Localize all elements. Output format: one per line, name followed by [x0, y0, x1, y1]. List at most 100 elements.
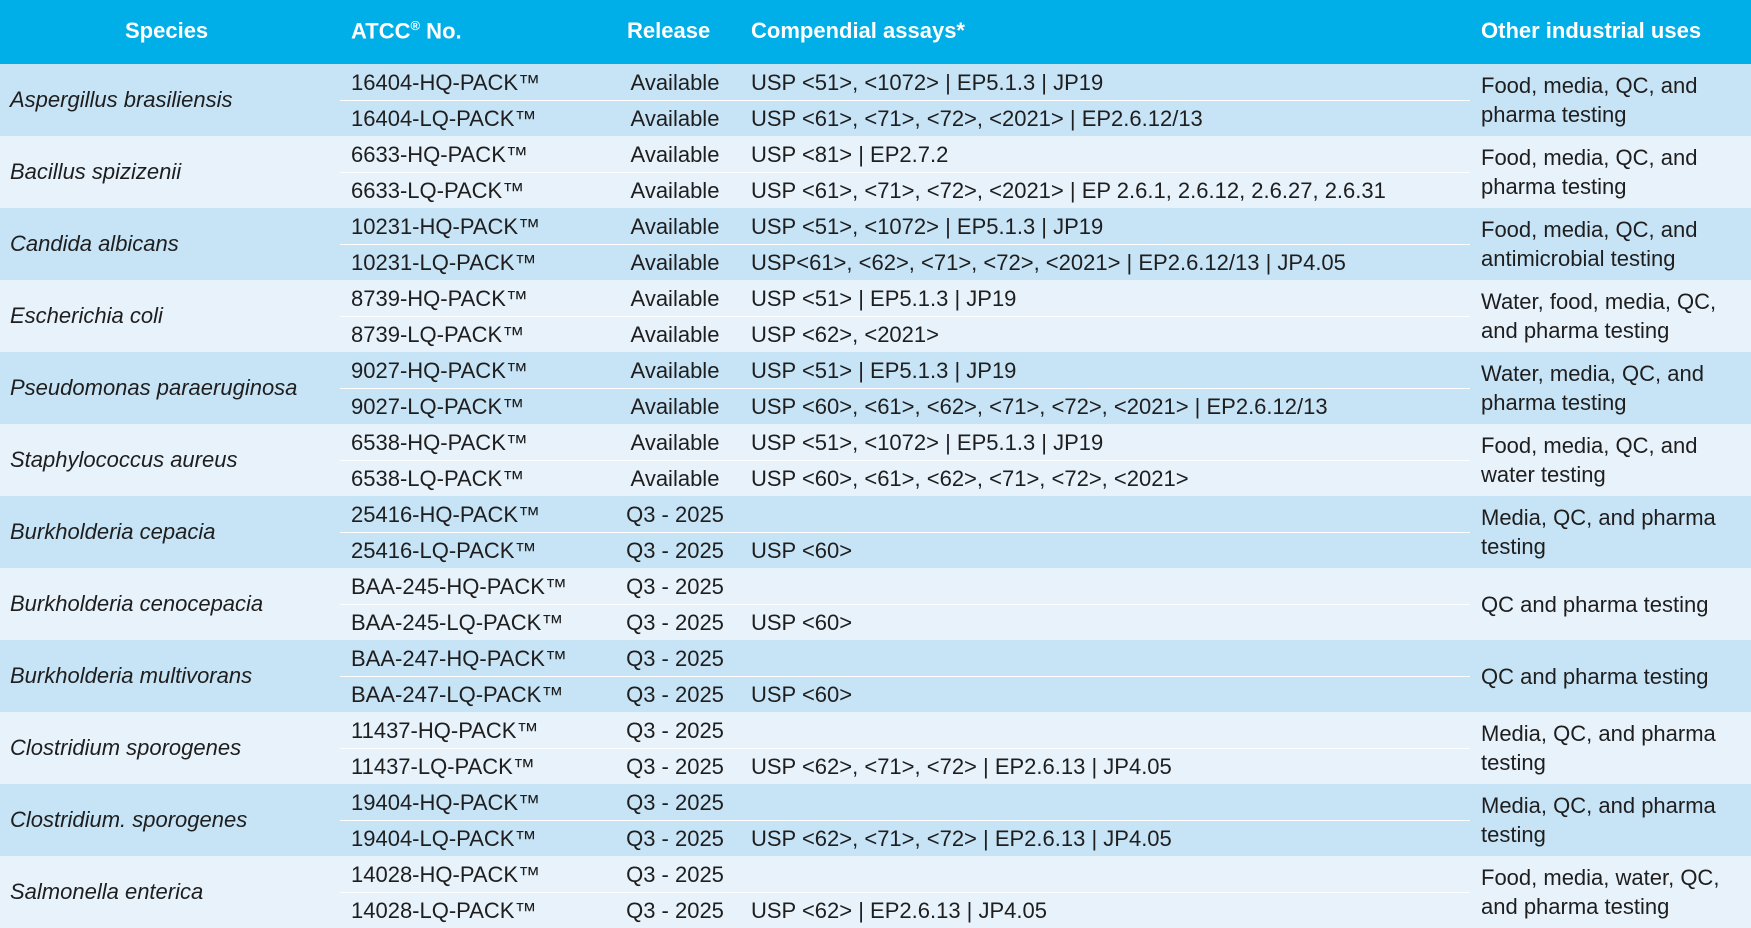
species-group: Bacillus spizizenii 6633-HQ-PACK™ Availa…	[0, 136, 1751, 208]
release-status: Q3 - 2025	[626, 754, 724, 779]
release-status: Q3 - 2025	[626, 538, 724, 563]
other-uses-text: Water, media, QC, and pharma testing	[1481, 361, 1704, 415]
table-row: 6633-LQ-PACK™ Available USP <61>, <71>, …	[340, 172, 1470, 208]
header-species: Species	[125, 18, 209, 43]
atcc-number: 11437-HQ-PACK™	[351, 718, 539, 743]
atcc-number: 10231-LQ-PACK™	[351, 250, 537, 275]
table-body: Aspergillus brasiliensis 16404-HQ-PACK™ …	[0, 64, 1751, 928]
species-name: Clostridium. sporogenes	[10, 807, 248, 832]
atcc-number: 11437-LQ-PACK™	[351, 754, 535, 779]
release-status: Q3 - 2025	[626, 898, 724, 923]
release-status: Available	[630, 286, 720, 311]
atcc-number: 6633-HQ-PACK™	[351, 142, 528, 167]
other-uses-text: QC and pharma testing	[1481, 663, 1709, 689]
compendial-assays: USP <61>, <71>, <72>, <2021> | EP 2.6.1,…	[751, 178, 1386, 203]
release-status: Available	[630, 322, 720, 347]
species-group: Clostridium. sporogenes 19404-HQ-PACK™ Q…	[0, 784, 1751, 856]
table-row: BAA-247-LQ-PACK™ Q3 - 2025 USP <60>	[340, 676, 1470, 712]
table-row: 6538-HQ-PACK™ Available USP <51>, <1072>…	[340, 424, 1470, 461]
compendial-assays: USP <60>, <61>, <62>, <71>, <72>, <2021>	[751, 466, 1189, 491]
species-group: Candida albicans 10231-HQ-PACK™ Availabl…	[0, 208, 1751, 280]
species-name: Burkholderia cenocepacia	[10, 591, 264, 616]
species-group: Clostridium sporogenes 11437-HQ-PACK™ Q3…	[0, 712, 1751, 784]
compendial-assays: USP <62>, <71>, <72> | EP2.6.13 | JP4.05	[751, 826, 1172, 851]
atcc-number: 25416-HQ-PACK™	[351, 502, 541, 527]
release-status: Q3 - 2025	[626, 718, 724, 743]
release-status: Available	[630, 214, 720, 239]
table-row: 16404-LQ-PACK™ Available USP <61>, <71>,…	[340, 100, 1470, 136]
other-uses: Water, media, QC, and pharma testing	[1481, 352, 1746, 424]
other-uses-text: Food, media, QC, and water testing	[1481, 433, 1698, 487]
species-name: Candida albicans	[10, 231, 179, 256]
header-atcc: ATCC® No.	[351, 18, 462, 44]
species-name: Aspergillus brasiliensis	[10, 87, 233, 112]
atcc-number: BAA-247-HQ-PACK™	[351, 646, 567, 671]
compendial-assays: USP <51> | EP5.1.3 | JP19	[751, 286, 1017, 311]
table-row: 11437-LQ-PACK™ Q3 - 2025 USP <62>, <71>,…	[340, 748, 1470, 784]
registered-mark: ®	[410, 18, 421, 33]
release-status: Q3 - 2025	[626, 826, 724, 851]
atcc-number: 19404-LQ-PACK™	[351, 826, 537, 851]
release-status: Available	[630, 142, 720, 167]
compendial-assays: USP <61>, <71>, <72>, <2021> | EP2.6.12/…	[751, 106, 1203, 131]
table-row: BAA-245-LQ-PACK™ Q3 - 2025 USP <60>	[340, 604, 1470, 640]
species-name: Salmonella enterica	[10, 879, 204, 904]
species-group: Salmonella enterica 14028-HQ-PACK™ Q3 - …	[0, 856, 1751, 928]
compendial-assays: USP <81> | EP2.7.2	[751, 142, 949, 167]
atcc-number: BAA-245-HQ-PACK™	[351, 574, 567, 599]
compendial-assays: USP <51>, <1072> | EP5.1.3 | JP19	[751, 214, 1104, 239]
atcc-number: 16404-HQ-PACK™	[351, 70, 541, 95]
atcc-number: 6538-LQ-PACK™	[351, 466, 525, 491]
atcc-number: 10231-HQ-PACK™	[351, 214, 541, 239]
header-other-uses: Other industrial uses	[1481, 18, 1702, 43]
atcc-number: 9027-LQ-PACK™	[351, 394, 525, 419]
release-status: Available	[630, 358, 720, 383]
release-status: Available	[630, 106, 720, 131]
header-atcc-label: ATCC	[351, 18, 411, 44]
release-status: Available	[630, 178, 720, 203]
other-uses-text: Water, food, media, QC, and pharma testi…	[1481, 289, 1717, 343]
atcc-number: BAA-245-LQ-PACK™	[351, 610, 564, 635]
header-atcc-suffix: No.	[420, 18, 462, 44]
table-row: 11437-HQ-PACK™ Q3 - 2025	[340, 712, 1470, 749]
table-row: BAA-245-HQ-PACK™ Q3 - 2025	[340, 568, 1470, 605]
table-row: 14028-HQ-PACK™ Q3 - 2025	[340, 856, 1470, 893]
atcc-number: 9027-HQ-PACK™	[351, 358, 528, 383]
other-uses: Water, food, media, QC, and pharma testi…	[1481, 280, 1746, 352]
species-name: Escherichia coli	[10, 303, 163, 328]
table-row: BAA-247-HQ-PACK™ Q3 - 2025	[340, 640, 1470, 677]
other-uses: Media, QC, and pharma testing	[1481, 496, 1746, 568]
table-row: 8739-HQ-PACK™ Available USP <51> | EP5.1…	[340, 280, 1470, 317]
atcc-number: 6633-LQ-PACK™	[351, 178, 525, 203]
compendial-assays: USP <51>, <1072> | EP5.1.3 | JP19	[751, 70, 1104, 95]
other-uses: Food, media, QC, and water testing	[1481, 424, 1746, 496]
table-row: 14028-LQ-PACK™ Q3 - 2025 USP <62> | EP2.…	[340, 892, 1470, 928]
release-status: Available	[630, 466, 720, 491]
other-uses: Food, media, QC, and antimicrobial testi…	[1481, 208, 1746, 280]
other-uses: Media, QC, and pharma testing	[1481, 784, 1746, 856]
release-status: Q3 - 2025	[626, 502, 724, 527]
other-uses-text: Food, media, QC, and antimicrobial testi…	[1481, 217, 1698, 271]
species-group: Escherichia coli 8739-HQ-PACK™ Available…	[0, 280, 1751, 352]
release-status: Q3 - 2025	[626, 574, 724, 599]
table-row: 9027-LQ-PACK™ Available USP <60>, <61>, …	[340, 388, 1470, 424]
atcc-number: 8739-HQ-PACK™	[351, 286, 528, 311]
release-status: Available	[630, 394, 720, 419]
table-row: 10231-HQ-PACK™ Available USP <51>, <1072…	[340, 208, 1470, 245]
species-group: Staphylococcus aureus 6538-HQ-PACK™ Avai…	[0, 424, 1751, 496]
other-uses: Food, media, QC, and pharma testing	[1481, 64, 1746, 136]
compendial-assays: USP <51> | EP5.1.3 | JP19	[751, 358, 1017, 383]
header-compendial: Compendial assays*	[751, 18, 965, 43]
species-name: Bacillus spizizenii	[10, 159, 182, 184]
release-status: Available	[630, 250, 720, 275]
atcc-number: BAA-247-LQ-PACK™	[351, 682, 564, 707]
other-uses-text: Media, QC, and pharma testing	[1481, 505, 1716, 559]
release-status: Q3 - 2025	[626, 682, 724, 707]
release-status: Available	[630, 430, 720, 455]
species-group: Burkholderia cepacia 25416-HQ-PACK™ Q3 -…	[0, 496, 1751, 568]
atcc-number: 16404-LQ-PACK™	[351, 106, 537, 131]
header-release: Release	[627, 18, 711, 43]
atcc-number: 14028-HQ-PACK™	[351, 862, 541, 887]
release-status: Q3 - 2025	[626, 610, 724, 635]
species-group: Burkholderia cenocepacia BAA-245-HQ-PACK…	[0, 568, 1751, 640]
